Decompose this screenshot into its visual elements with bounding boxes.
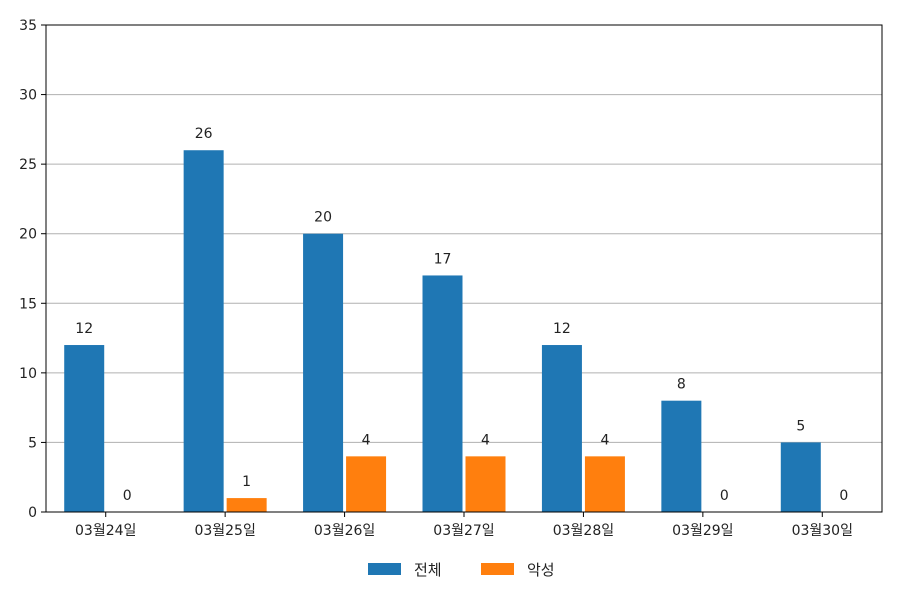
y-tick-label: 30: [19, 88, 37, 104]
legend-label: 전체: [414, 561, 442, 579]
y-tick-label: 5: [28, 435, 37, 451]
data-label: 4: [481, 432, 490, 448]
legend-swatch: [481, 563, 514, 575]
data-label: 12: [75, 321, 93, 337]
x-tick-label: 03월27일: [433, 523, 494, 539]
y-axis: 0 5 10 15 20 25 30 35: [19, 18, 46, 521]
bar-malicious: [465, 456, 506, 512]
x-tick-label: 03월29일: [672, 523, 733, 539]
bar-malicious: [584, 456, 625, 512]
data-label: 4: [362, 432, 371, 448]
legend: 전체 악성: [368, 561, 555, 579]
bars-group: [64, 150, 821, 512]
bar-total: [780, 442, 821, 512]
bar-malicious: [226, 498, 267, 512]
legend-label: 악성: [527, 561, 555, 579]
bar-total: [183, 150, 224, 512]
bar-total: [422, 275, 463, 512]
data-label: 5: [796, 418, 805, 434]
x-tick-label: 03월30일: [792, 523, 853, 539]
bar-total: [661, 400, 702, 512]
data-label: 8: [677, 377, 686, 393]
data-label: 17: [434, 251, 452, 267]
y-tick-label: 20: [19, 227, 37, 243]
x-tick-label: 03월25일: [194, 523, 255, 539]
x-tick-label: 03월26일: [314, 523, 375, 539]
x-tick-label: 03월28일: [553, 523, 614, 539]
data-label: 12: [553, 321, 571, 337]
data-label: 0: [839, 488, 848, 504]
data-label: 26: [195, 126, 213, 142]
y-tick-label: 35: [19, 18, 37, 34]
data-label: 1: [242, 474, 251, 490]
y-tick-label: 15: [19, 296, 37, 312]
bar-total: [303, 233, 344, 512]
data-label: 20: [314, 210, 332, 226]
x-tick-label: 03월24일: [75, 523, 136, 539]
legend-swatch: [368, 563, 401, 575]
data-label: 4: [600, 432, 609, 448]
y-tick-label: 25: [19, 157, 37, 173]
data-label: 0: [123, 488, 132, 504]
bar-total: [64, 345, 105, 512]
y-tick-label: 10: [19, 366, 37, 382]
data-label: 0: [720, 488, 729, 504]
plot-frame: [45, 24, 883, 513]
x-axis: 03월24일 03월25일 03월26일 03월27일 03월28일 03월29일 03월3…: [75, 512, 853, 539]
bar-total: [541, 345, 582, 512]
bar-malicious: [346, 456, 387, 512]
gridlines: [46, 94, 882, 443]
y-tick-label: 0: [28, 505, 37, 521]
